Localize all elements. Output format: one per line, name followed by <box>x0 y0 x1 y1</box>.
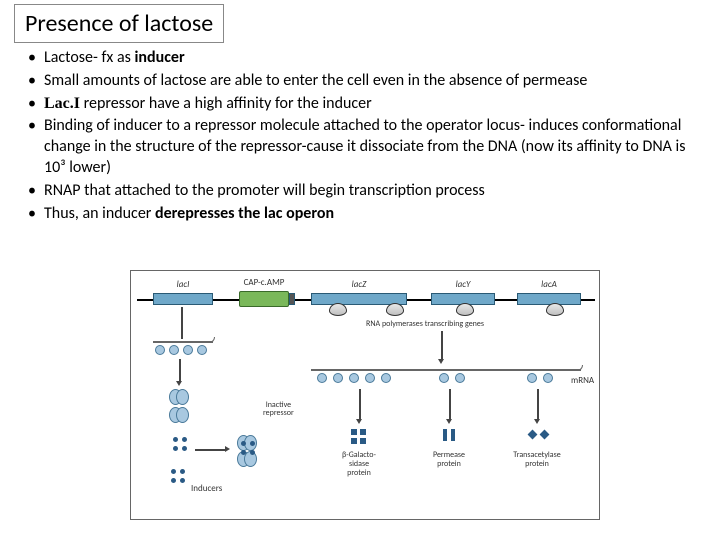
dna-segment <box>295 299 311 301</box>
bullet-text: Lactose- fx as <box>44 48 135 67</box>
rnap-icon <box>546 303 564 316</box>
repressor-monomer <box>169 345 179 355</box>
operator <box>289 293 295 305</box>
ribosome-icon <box>349 373 359 383</box>
permease-label: Permease protein <box>433 451 465 469</box>
rnap-icon <box>329 303 347 316</box>
arrow-head-icon <box>356 419 362 424</box>
ribosome-icon <box>317 373 327 383</box>
inducer-bound <box>241 441 255 455</box>
bullet-bold: inducer <box>135 48 185 67</box>
list-item: RNAP that attached to the promoter will … <box>20 181 700 202</box>
transacetylase-label: Transacetylase protein <box>513 451 560 469</box>
list-item: Binding of inducer to a repressor molecu… <box>20 116 700 178</box>
gene-label-lacZ: lacZ <box>352 279 367 290</box>
inducer-molecules <box>171 469 185 483</box>
permease-icon <box>451 429 455 441</box>
ribosome-icon <box>543 373 553 383</box>
bullet-text: Small amounts of lactose are able to ent… <box>44 71 587 90</box>
page-title: Presence of lactose <box>14 4 224 43</box>
bullet-text: Binding of inducer to a repressor molecu… <box>44 116 685 177</box>
gene-lacA <box>517 293 581 305</box>
rnap-label: RNA polymerases transcribing genes <box>366 319 484 329</box>
mrna-hook-icon <box>209 337 215 343</box>
gene-label-lacA: lacA <box>541 279 557 290</box>
bullet-text: repressor have a high affinity for the i… <box>80 94 372 113</box>
bullet-text: RNAP that attached to the promoter will … <box>44 181 485 200</box>
dna-segment <box>495 299 517 301</box>
arrow-line <box>195 449 225 451</box>
mrna-polycistronic <box>311 369 581 371</box>
gene-label-lacY: lacY <box>456 279 471 290</box>
list-item: Lactose- fx as inducer <box>20 48 700 69</box>
dna-segment <box>137 299 153 301</box>
inducer-molecules <box>173 437 187 451</box>
arrow-head-icon <box>225 446 230 452</box>
arrow-head-icon <box>446 419 452 424</box>
repressor-monomer <box>197 345 207 355</box>
beta-gal-icon <box>351 429 357 435</box>
arrow-head-icon <box>176 381 182 386</box>
permease-icon <box>443 429 447 441</box>
lac-operon-diagram: lacI CAP-c.AMP lacZ lacY lacA RNA polyme… <box>130 270 600 520</box>
arrow-line <box>359 389 361 419</box>
inactive-repressor-label: Inactive repressor <box>263 401 294 417</box>
transacetylase-icon <box>540 430 550 440</box>
transacetylase-icon <box>528 430 538 440</box>
list-item: Lac.I repressor have a high affinity for… <box>20 94 700 115</box>
repressor-dimer <box>169 407 189 421</box>
repressor-monomer <box>183 345 193 355</box>
mrna-lacI <box>153 341 213 343</box>
bullet-list: Lactose- fx as inducer Small amounts of … <box>20 48 700 226</box>
ribosome-icon <box>381 373 391 383</box>
bullet-bold: Lac.I <box>44 95 80 112</box>
ribosome-icon <box>365 373 375 383</box>
gene-label-lacI: lacI <box>177 279 190 290</box>
dna-segment <box>407 299 431 301</box>
arrow-line <box>181 307 183 339</box>
ribosome-icon <box>527 373 537 383</box>
cap-camp-complex <box>239 291 289 307</box>
cap-label: CAP-c.AMP <box>244 277 285 288</box>
bullet-bold: derepresses the lac operon <box>155 204 334 223</box>
arrow-line <box>441 331 443 359</box>
inducers-label: Inducers <box>191 483 222 494</box>
rnap-icon <box>386 303 404 316</box>
list-item: Thus, an inducer derepresses the lac ope… <box>20 204 700 225</box>
arrow-line <box>179 359 181 381</box>
dna-segment <box>213 299 239 301</box>
beta-gal-icon <box>351 438 357 444</box>
beta-gal-label: β-Galacto- sidase protein <box>342 451 376 477</box>
arrow-head-icon <box>534 419 540 424</box>
ribosome-icon <box>439 373 449 383</box>
mrna-hook-icon <box>577 365 583 371</box>
ribosome-icon <box>333 373 343 383</box>
beta-gal-icon <box>360 429 366 435</box>
gene-lacI <box>153 293 213 305</box>
arrow-line <box>449 389 451 419</box>
ribosome-icon <box>455 373 465 383</box>
beta-gal-icon <box>360 438 366 444</box>
repressor-dimer <box>169 389 189 403</box>
list-item: Small amounts of lactose are able to ent… <box>20 71 700 92</box>
arrow-head-icon <box>438 359 444 364</box>
rnap-icon <box>456 303 474 316</box>
mrna-label: mRNA <box>571 375 594 386</box>
dna-segment <box>581 299 595 301</box>
repressor-monomer <box>155 345 165 355</box>
arrow-line <box>537 389 539 419</box>
bullet-text: Thus, an inducer <box>44 204 155 223</box>
